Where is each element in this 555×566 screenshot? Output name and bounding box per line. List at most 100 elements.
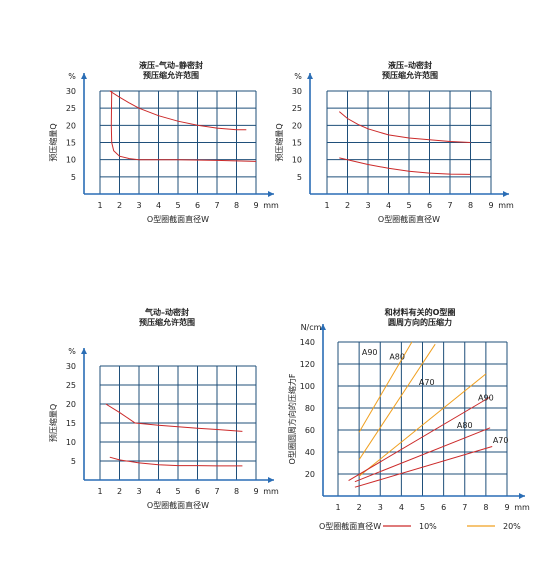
curve-label: A90 <box>362 348 378 357</box>
x-axis-arrow <box>268 477 274 483</box>
series-line <box>105 403 243 432</box>
x-tick-label: 5 <box>175 201 180 210</box>
x-tick-label: 3 <box>136 201 141 210</box>
x-tick-label: 4 <box>156 201 161 210</box>
x-tick-label: 7 <box>447 201 452 210</box>
x-axis-label: O型圈截面直径W <box>147 500 209 510</box>
y-tick-label: 20 <box>305 470 315 479</box>
series-line <box>354 446 493 488</box>
x-tick-label: 6 <box>195 487 200 496</box>
x-tick-label: 4 <box>399 503 404 512</box>
chart-title: 液压–气动–静密封 <box>139 60 203 70</box>
x-tick-label: 6 <box>441 503 446 512</box>
chart-subtitle: 预压缩允许范围 <box>139 317 195 327</box>
y-tick-label: 25 <box>66 104 76 113</box>
series-line <box>358 343 436 460</box>
x-tick-label: 1 <box>335 503 340 512</box>
x-axis-arrow <box>519 493 525 499</box>
x-tick-label: 9 <box>253 487 258 496</box>
x-axis-arrow <box>503 191 509 197</box>
x-tick-label: 1 <box>97 201 102 210</box>
series-line <box>354 427 491 483</box>
x-tick-label: 3 <box>378 503 383 512</box>
y-unit-label: N/cm <box>301 323 322 332</box>
y-axis-label: 预压缩量Q <box>48 404 58 442</box>
y-axis-arrow <box>307 73 313 79</box>
y-tick-label: 20 <box>66 121 76 130</box>
y-tick-label: 40 <box>305 448 315 457</box>
series-line <box>110 90 257 162</box>
x-tick-label: 2 <box>117 487 122 496</box>
chart-subtitle: 预压缩允许范围 <box>382 70 438 80</box>
x-tick-label: 4 <box>156 487 161 496</box>
y-axis-label: 预压缩量Q <box>274 123 284 161</box>
y-tick-label: 80 <box>305 404 315 413</box>
curve-label: A90 <box>478 393 494 402</box>
x-tick-label: 1 <box>97 487 102 496</box>
y-tick-label: 5 <box>297 173 302 182</box>
x-tick-label: 8 <box>234 487 239 496</box>
x-tick-label: 9 <box>253 201 258 210</box>
y-axis-arrow <box>320 324 326 330</box>
x-tick-label: 3 <box>365 201 370 210</box>
chart-subtitle: 圆周方向的压缩力 <box>388 317 452 327</box>
x-axis-label: O型圈截面直径W <box>147 214 209 224</box>
x-axis-label: O型圈截面直径W <box>378 214 440 224</box>
x-tick-label: 3 <box>136 487 141 496</box>
y-tick-label: 10 <box>292 156 302 165</box>
y-tick-label: 25 <box>292 104 302 113</box>
x-tick-label: 9 <box>488 201 493 210</box>
x-tick-label: 5 <box>406 201 411 210</box>
legend-label: 20% <box>503 522 521 531</box>
y-tick-label: 10 <box>66 438 76 447</box>
x-unit-label: mm <box>263 487 279 496</box>
x-unit-label: mm <box>514 503 530 512</box>
curve-label: A80 <box>457 421 473 430</box>
curve-label: A80 <box>389 353 405 362</box>
y-tick-label: 30 <box>66 87 76 96</box>
y-tick-label: 15 <box>66 419 76 428</box>
x-tick-label: 4 <box>386 201 391 210</box>
legend-label: 10% <box>419 522 437 531</box>
series-line <box>348 396 491 482</box>
chart-2 <box>307 73 509 197</box>
x-unit-label: mm <box>263 201 279 210</box>
y-tick-label: 15 <box>66 139 76 148</box>
x-tick-label: 1 <box>324 201 329 210</box>
x-tick-label: 6 <box>427 201 432 210</box>
x-tick-label: 5 <box>175 487 180 496</box>
y-tick-label: 20 <box>292 121 302 130</box>
y-unit-label: % <box>68 72 76 81</box>
x-tick-label: 8 <box>234 201 239 210</box>
y-tick-label: 100 <box>300 382 315 391</box>
y-tick-label: 30 <box>292 87 302 96</box>
curve-label: A70 <box>493 436 509 445</box>
y-tick-label: 140 <box>300 338 315 347</box>
series-line <box>338 111 471 143</box>
x-tick-label: 7 <box>214 201 219 210</box>
x-tick-label: 2 <box>345 201 350 210</box>
series-line <box>358 373 487 477</box>
chart-title: 液压–动密封 <box>388 60 432 70</box>
y-tick-label: 60 <box>305 426 315 435</box>
x-tick-label: 2 <box>117 201 122 210</box>
y-unit-label: % <box>294 72 302 81</box>
y-axis-arrow <box>81 348 87 354</box>
x-tick-label: 8 <box>468 201 473 210</box>
y-tick-label: 120 <box>300 360 315 369</box>
chart-title: 气动–动密封 <box>144 307 189 317</box>
x-tick-label: 5 <box>420 503 425 512</box>
x-axis-arrow <box>268 191 274 197</box>
series-line <box>358 341 413 433</box>
x-tick-label: 7 <box>214 487 219 496</box>
x-unit-label: mm <box>498 201 514 210</box>
chart-4 <box>320 324 525 527</box>
x-tick-label: 7 <box>462 503 467 512</box>
y-unit-label: % <box>68 347 76 356</box>
y-tick-label: 5 <box>71 173 76 182</box>
chart-3 <box>81 348 274 483</box>
x-tick-label: 8 <box>483 503 488 512</box>
y-axis-label: 预压缩量Q <box>48 123 58 161</box>
series-line <box>109 90 247 131</box>
